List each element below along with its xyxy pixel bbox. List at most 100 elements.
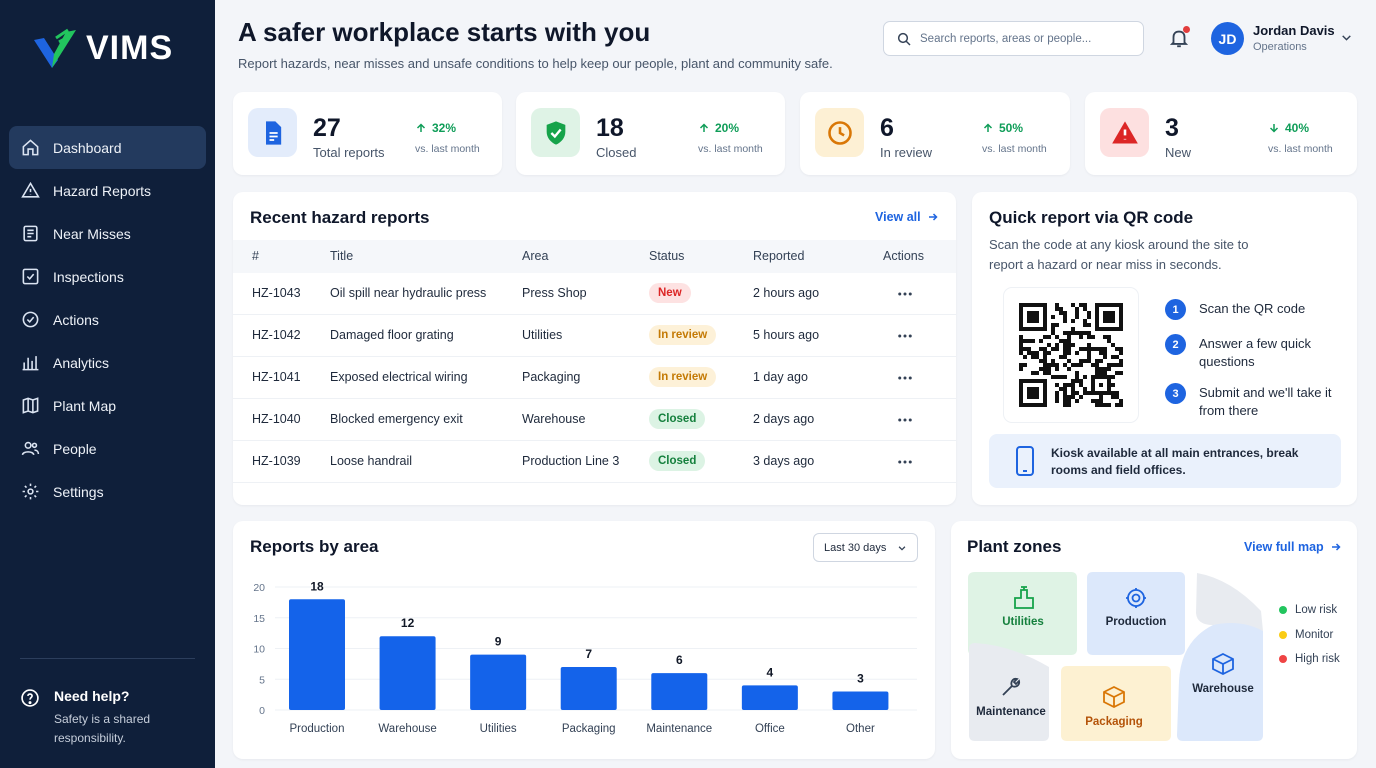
table-row[interactable]: HZ-1039 Loose handrail Production Line 3 Cl… [233, 441, 956, 483]
period-select[interactable]: Last 30 days [813, 533, 918, 562]
sidebar-item-actions[interactable]: Actions [9, 298, 206, 341]
avatar[interactable]: JD [1211, 22, 1244, 55]
qr-code[interactable] [1004, 288, 1138, 422]
x-tick-label: Warehouse [378, 723, 436, 735]
x-tick-label: Other [846, 723, 875, 735]
kpi-card-in-review[interactable]: 6 In review 50% vs. last month [800, 92, 1070, 175]
cell-title[interactable]: Blocked emergency exit [330, 412, 463, 426]
sidebar-item-dashboard[interactable]: Dashboard [9, 126, 206, 169]
sidebar-item-settings[interactable]: Settings [9, 470, 206, 513]
more-actions-icon[interactable] [896, 369, 914, 387]
x-tick-label: Office [755, 723, 785, 735]
zone-utilities[interactable] [968, 572, 1077, 655]
bar-value-label: 7 [585, 647, 592, 661]
cell-id: HZ-1041 [252, 370, 301, 384]
col-id: # [252, 249, 259, 263]
help-section[interactable]: Need help? Safety is a shared responsibi… [20, 688, 174, 748]
sidebar-divider [20, 658, 195, 659]
sidebar-item-plant-map[interactable]: Plant Map [9, 384, 206, 427]
more-actions-icon[interactable] [896, 285, 914, 303]
cell-reported: 3 days ago [753, 454, 815, 468]
more-actions-icon[interactable] [896, 453, 914, 471]
cell-title[interactable]: Oil spill near hydraulic press [330, 286, 487, 300]
col-actions: Actions [883, 249, 924, 263]
checkbox-icon [22, 268, 39, 285]
kpi-card-new[interactable]: 3 New 40% vs. last month [1085, 92, 1357, 175]
bar-chart: 0 5 10 15 20 18 Production 12 Warehouse 9 Utilitie… [253, 579, 917, 735]
arrow-right-icon [928, 213, 938, 221]
pipe-icon [1014, 586, 1034, 609]
sidebar-item-people[interactable]: People [9, 427, 206, 470]
alert-triangle-icon [1111, 120, 1138, 143]
cell-title[interactable]: Exposed electrical wiring [330, 370, 468, 384]
sidebar-item-analytics[interactable]: Analytics [9, 341, 206, 384]
step-number: 2 [1165, 334, 1186, 355]
document-icon [23, 225, 38, 242]
legend-high-risk: High risk [1279, 653, 1340, 665]
step-number: 3 [1165, 383, 1186, 404]
cell-reported: 2 hours ago [753, 286, 820, 300]
arrow-down-icon [1269, 124, 1279, 133]
view-full-map-link[interactable]: View full map [1244, 540, 1342, 554]
kpi-vs: vs. last month [1268, 143, 1333, 155]
cell-area: Packaging [522, 370, 581, 384]
search-box[interactable] [883, 21, 1144, 56]
y-tick-label: 10 [253, 644, 265, 656]
cell-area: Production Line 3 [522, 454, 620, 468]
kpi-card-total-reports[interactable]: 27 Total reports 32% vs. last month [233, 92, 502, 175]
help-circle-icon [21, 689, 39, 707]
cell-title[interactable]: Damaged floor grating [330, 328, 454, 342]
qr-code-icon [1019, 303, 1123, 407]
zone-packaging[interactable] [1061, 666, 1171, 741]
zone-warehouse[interactable] [1177, 623, 1263, 741]
table-row[interactable]: HZ-1042 Damaged floor grating Utilities In … [233, 315, 956, 357]
more-actions-icon[interactable] [896, 411, 914, 429]
y-tick-label: 15 [253, 613, 265, 625]
user-name[interactable]: Jordan Davis [1253, 23, 1335, 38]
bar [379, 636, 436, 710]
step-text: Scan the QR code [1199, 301, 1306, 316]
zone-maintenance[interactable] [969, 643, 1049, 741]
zone-production[interactable] [1087, 572, 1185, 655]
chevron-down-icon[interactable] [1340, 31, 1353, 44]
kpi-card-closed[interactable]: 18 Closed 20% vs. last month [516, 92, 785, 175]
sidebar-item-hazard-reports[interactable]: Hazard Reports [9, 169, 206, 212]
view-all-link[interactable]: View all [875, 210, 939, 224]
plant-zone-map [968, 572, 1263, 741]
notification-badge [1183, 26, 1190, 33]
wrench-icon [1002, 677, 1021, 696]
x-tick-label: Production [290, 723, 345, 735]
arrow-right-icon [1331, 543, 1341, 551]
sidebar-item-label: Hazard Reports [53, 182, 152, 199]
table-row[interactable]: HZ-1041 Exposed electrical wiring Packagin… [233, 357, 956, 399]
x-tick-label: Maintenance [646, 723, 712, 735]
kpi-icon-wrap [531, 108, 580, 157]
sidebar-item-label: Actions [53, 311, 99, 328]
table-row[interactable]: HZ-1043 Oil spill near hydraulic press Pre… [233, 273, 956, 315]
zone-label-packaging: Packaging [1085, 716, 1143, 728]
recent-reports-panel: Recent hazard reports View all # Title A… [233, 192, 956, 505]
more-actions-icon[interactable] [896, 327, 914, 345]
step-text: Answer a few quick questions [1199, 336, 1311, 369]
logo-text: VIMS [86, 28, 174, 67]
col-title: Title [330, 249, 354, 263]
logo[interactable]: VIMS [32, 24, 173, 72]
box-icon [1212, 652, 1234, 676]
map-icon [22, 397, 39, 414]
sidebar-item-inspections[interactable]: Inspections [9, 255, 206, 298]
cell-title[interactable]: Loose handrail [330, 454, 413, 468]
kpi-icon-wrap [815, 108, 864, 157]
table-row[interactable]: HZ-1040 Blocked emergency exit Warehouse Cl… [233, 399, 956, 441]
cell-area: Warehouse [522, 412, 586, 426]
step-number: 1 [1165, 299, 1186, 320]
search-input[interactable] [920, 32, 1120, 45]
sidebar-item-near-misses[interactable]: Near Misses [9, 212, 206, 255]
sidebar-item-label: Settings [53, 483, 104, 500]
bell-icon[interactable] [1168, 27, 1190, 49]
kpi-value: 18 [596, 114, 624, 142]
arrow-up-icon [983, 123, 993, 132]
sidebar-item-label: Near Misses [53, 225, 131, 242]
sidebar: VIMS Dashboard Hazard Reports Near Misse… [0, 0, 215, 768]
kpi-vs: vs. last month [415, 143, 480, 155]
status-badge: Closed [649, 451, 706, 471]
